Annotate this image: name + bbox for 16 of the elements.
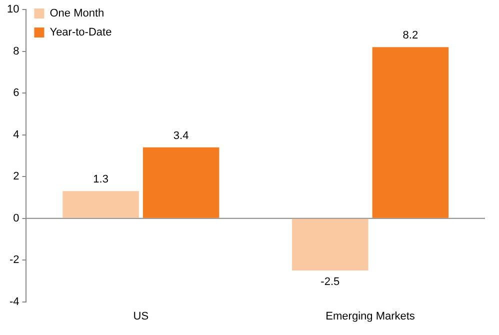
legend-label: Year-to-Date <box>50 26 112 39</box>
y-tick-label: -2 <box>9 254 20 266</box>
y-tick-label: 6 <box>13 87 20 100</box>
x-tick-label: US <box>133 310 149 322</box>
y-tick-label: 10 <box>6 4 20 16</box>
data-label: 3.4 <box>173 130 189 142</box>
data-label: 8.2 <box>402 30 418 42</box>
y-tick-label: 2 <box>13 170 20 183</box>
data-label: -2.5 <box>320 276 340 288</box>
y-tick-label: -4 <box>9 296 20 308</box>
y-tick-label: 4 <box>13 128 20 141</box>
legend-label: One Month <box>50 8 104 20</box>
y-tick-label: 8 <box>13 45 20 58</box>
y-tick-label: 0 <box>13 212 20 224</box>
x-tick-label: Emerging Markets <box>326 310 416 322</box>
data-label: 1.3 <box>93 174 108 186</box>
